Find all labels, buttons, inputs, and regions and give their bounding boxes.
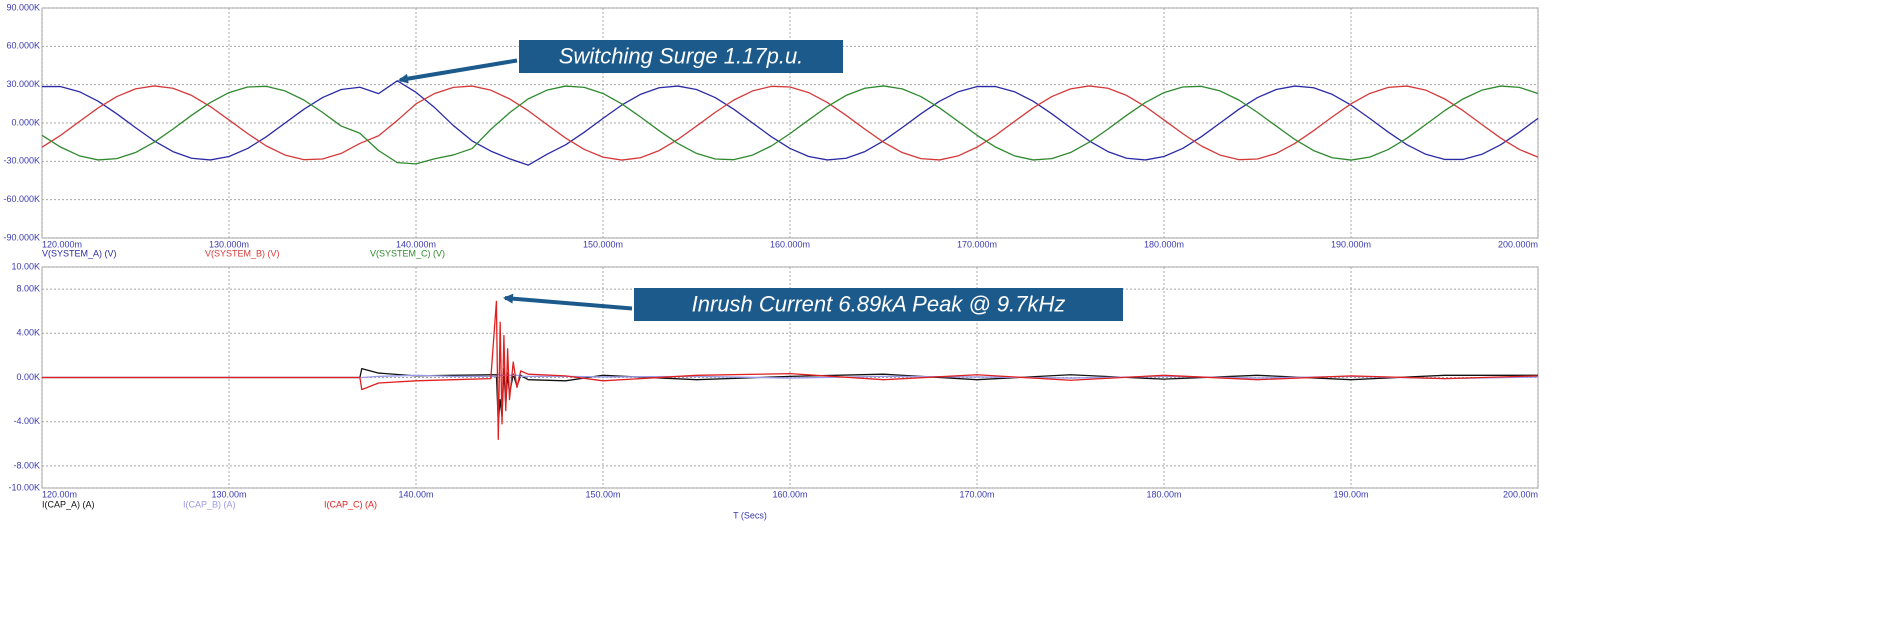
- y-tick-label: 60.000K: [6, 41, 40, 51]
- legend-entry: V(SYSTEM_B) (V): [205, 248, 280, 258]
- x-tick-label: 200.00m: [1503, 489, 1538, 499]
- y-tick-label: 0.000K: [11, 117, 40, 127]
- y-tick-label: 30.000K: [6, 79, 40, 89]
- annotation-text: Inrush Current 6.89kA Peak @ 9.7kHz: [692, 291, 1066, 316]
- x-tick-label: 160.00m: [772, 489, 807, 499]
- x-tick-label: 180.00m: [1146, 489, 1181, 499]
- y-tick-label: -10.00K: [8, 482, 40, 492]
- series-line: [41, 85, 1539, 161]
- x-tick-label: 150.00m: [585, 489, 620, 499]
- legend-entry: V(SYSTEM_A) (V): [42, 248, 117, 258]
- annotation-box: [519, 40, 843, 73]
- annotation-box: [634, 288, 1123, 321]
- x-tick-label: 130.000m: [209, 239, 249, 249]
- y-tick-label: 10.00K: [11, 261, 40, 271]
- x-tick-label: 190.000m: [1331, 239, 1371, 249]
- annotation-arrow: [398, 58, 518, 84]
- annotation-text: Switching Surge 1.17p.u.: [559, 43, 804, 68]
- x-axis-label: T (Secs): [733, 510, 767, 520]
- series-line: [41, 85, 1539, 165]
- y-tick-label: -8.00K: [13, 460, 40, 470]
- y-tick-label: -4.00K: [13, 416, 40, 426]
- series-line: [42, 80, 1539, 166]
- y-tick-label: 0.00K: [16, 372, 40, 382]
- x-tick-label: 150.000m: [583, 239, 623, 249]
- x-tick-label: 190.00m: [1333, 489, 1368, 499]
- x-tick-label: 170.000m: [957, 239, 997, 249]
- x-tick-label: 120.00m: [42, 489, 77, 499]
- legend-entry: I(CAP_A) (A): [42, 499, 95, 509]
- x-tick-label: 170.00m: [959, 489, 994, 499]
- series-line: [42, 368, 1538, 423]
- series-line: [42, 373, 1539, 380]
- y-tick-label: -30.000K: [3, 156, 40, 166]
- legend-entry: I(CAP_C) (A): [324, 499, 377, 509]
- x-tick-label: 180.000m: [1144, 239, 1184, 249]
- y-tick-label: 90.000K: [6, 2, 40, 12]
- legend-entry: I(CAP_B) (A): [183, 499, 236, 509]
- y-tick-label: -90.000K: [3, 232, 40, 242]
- y-tick-label: 8.00K: [16, 283, 40, 293]
- x-tick-label: 200.000m: [1498, 239, 1538, 249]
- legend-entry: V(SYSTEM_C) (V): [370, 248, 445, 258]
- x-tick-label: 140.000m: [396, 239, 436, 249]
- x-tick-label: 130.00m: [211, 489, 246, 499]
- y-tick-label: 4.00K: [16, 328, 40, 338]
- x-tick-label: 160.000m: [770, 239, 810, 249]
- annotation-arrow: [503, 293, 633, 311]
- x-tick-label: 120.000m: [42, 239, 82, 249]
- x-tick-label: 140.00m: [398, 489, 433, 499]
- y-tick-label: -60.000K: [3, 194, 40, 204]
- series-line: [42, 300, 1539, 441]
